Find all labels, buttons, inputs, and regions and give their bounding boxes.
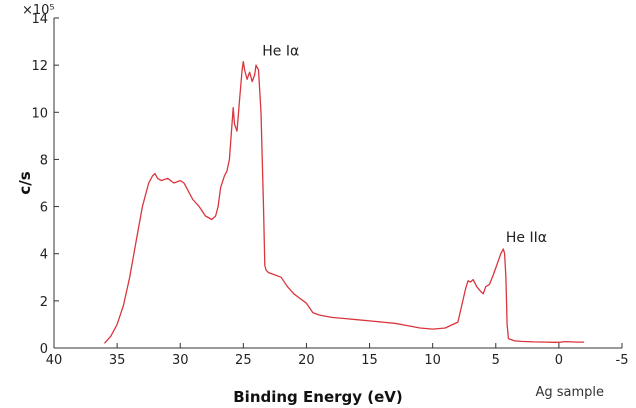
y-tick-label: 2 <box>40 295 48 310</box>
y-tick-label: 4 <box>40 248 48 263</box>
x-tick-label: 15 <box>361 353 378 368</box>
x-ticks: 40 35 30 25 20 15 10 5 0 -5 <box>46 343 629 368</box>
x-tick-label: 0 <box>555 353 563 368</box>
x-tick-label: 10 <box>424 353 441 368</box>
x-axis-title: Binding Energy (eV) <box>233 388 403 406</box>
x-tick-label: 5 <box>492 353 500 368</box>
annotations: He Iα He IIα <box>262 44 547 246</box>
sample-note: Ag sample <box>535 385 604 400</box>
y-tick-label: 6 <box>40 201 48 216</box>
annotation-he-i-alpha: He Iα <box>262 44 299 60</box>
series-layer <box>104 60 585 344</box>
y-tick-label: 8 <box>40 153 48 168</box>
x-tick-label: 25 <box>235 353 252 368</box>
x-tick-label: -5 <box>616 353 629 368</box>
y-multiplier-label: ×10⁵ <box>22 3 55 18</box>
y-tick-label: 0 <box>40 342 48 357</box>
y-tick-label: 12 <box>31 59 48 74</box>
x-tick-label: 40 <box>46 353 63 368</box>
y-tick-label: 14 <box>31 12 48 27</box>
annotation-he-ii-alpha: He IIα <box>506 230 547 246</box>
spectrum-line <box>104 60 585 344</box>
y-axis-title: c/s <box>16 171 34 194</box>
x-tick-label: 20 <box>298 353 315 368</box>
axes <box>53 18 622 349</box>
x-tick-label: 30 <box>172 353 189 368</box>
x-tick-label: 35 <box>109 353 126 368</box>
y-ticks: 0 2 4 6 8 10 12 14 <box>31 12 59 357</box>
y-tick-label: 10 <box>31 106 48 121</box>
